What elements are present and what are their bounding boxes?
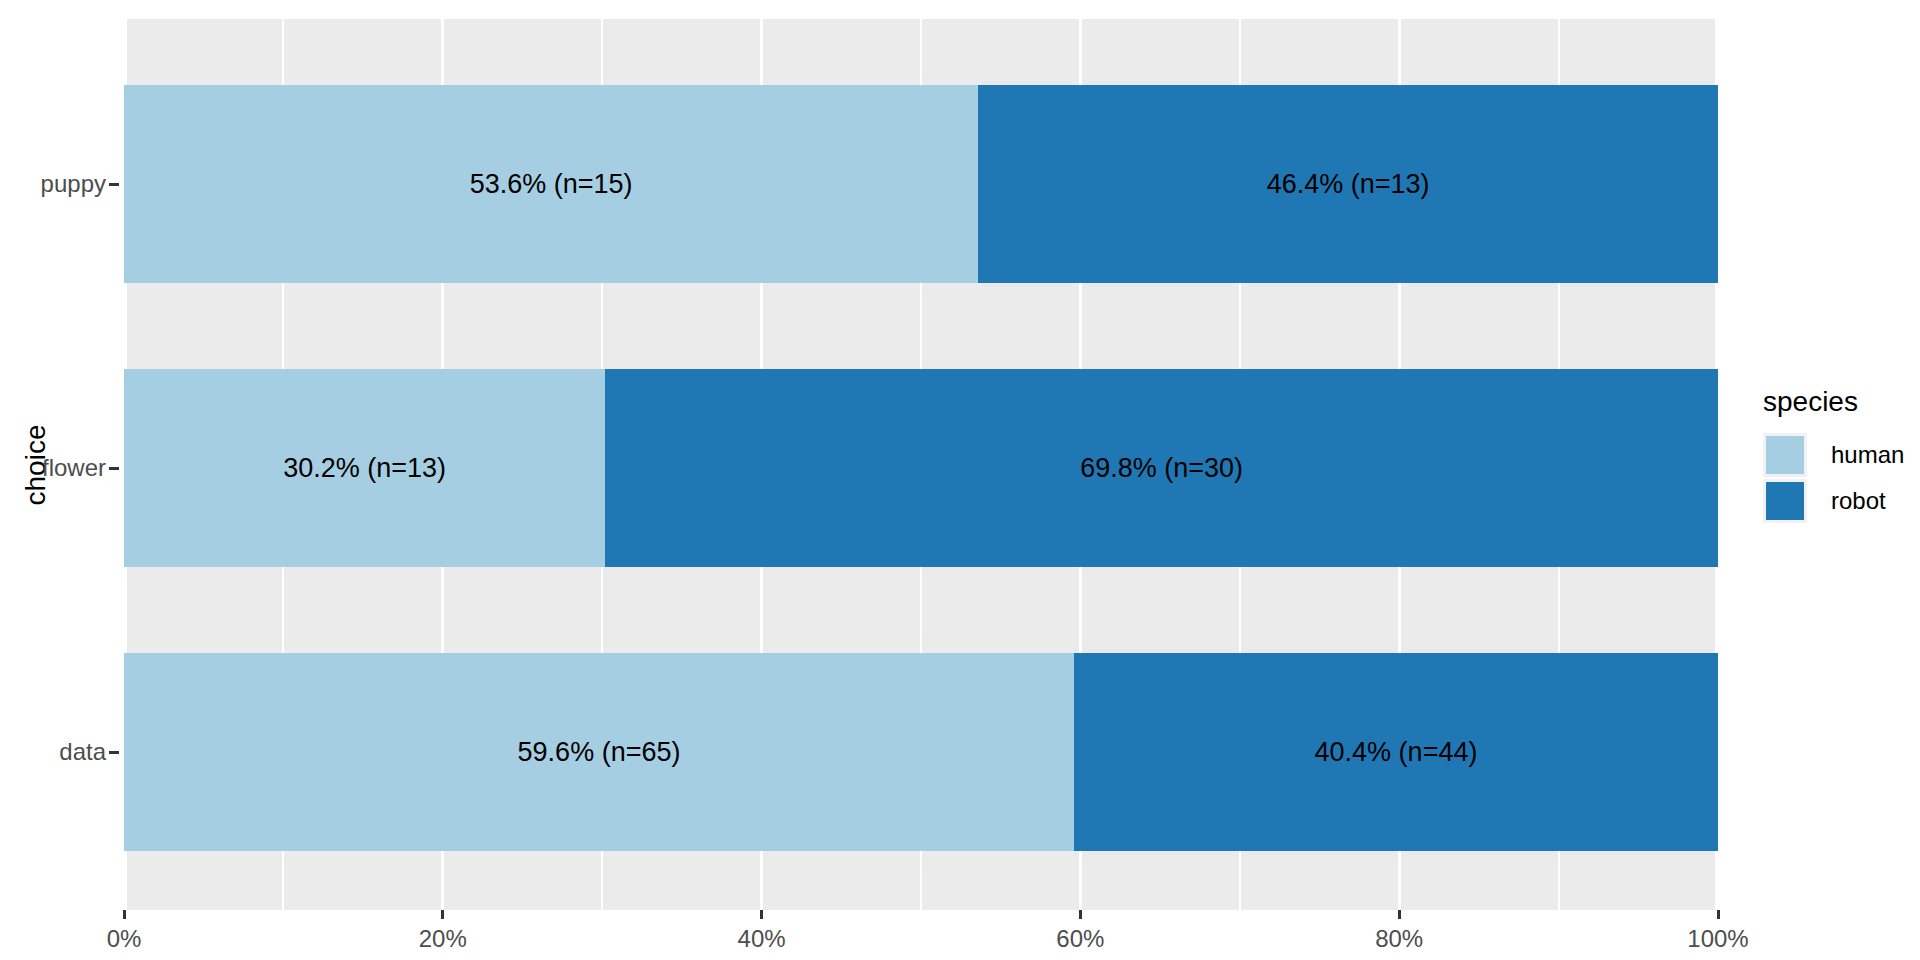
- x-axis-tick-mark: [1079, 910, 1082, 919]
- bar-label-data-human: 59.6% (n=65): [518, 739, 681, 766]
- bar-segment-puppy-robot: 46.4% (n=13): [978, 85, 1718, 283]
- y-axis-tick-mark: [109, 751, 119, 754]
- y-axis-label-flower: flower: [42, 456, 106, 480]
- y-axis-tick-mark: [109, 467, 119, 470]
- bar-row-data: 59.6% (n=65) 40.4% (n=44): [124, 653, 1718, 851]
- legend-swatch-human: [1763, 433, 1807, 477]
- x-axis-tick-label: 100%: [1687, 926, 1748, 952]
- bar-segment-flower-human: 30.2% (n=13): [124, 369, 605, 567]
- x-axis-tick-mark: [1717, 910, 1720, 919]
- bar-label-puppy-robot: 46.4% (n=13): [1267, 171, 1430, 198]
- bar-segment-flower-robot: 69.8% (n=30): [605, 369, 1718, 567]
- bar-label-flower-robot: 69.8% (n=30): [1080, 455, 1243, 482]
- x-axis-tick-label: 80%: [1375, 926, 1423, 952]
- bar-row-flower: 30.2% (n=13) 69.8% (n=30): [124, 369, 1718, 567]
- bar-segment-data-human: 59.6% (n=65): [124, 653, 1074, 851]
- x-axis-tick-label: 40%: [738, 926, 786, 952]
- x-axis-tick-mark: [441, 910, 444, 919]
- legend: species human robot: [1763, 388, 1904, 524]
- x-axis-tick-mark: [1398, 910, 1401, 919]
- bar-row-puppy: 53.6% (n=15) 46.4% (n=13): [124, 85, 1718, 283]
- bar-label-data-robot: 40.4% (n=44): [1315, 739, 1478, 766]
- bar-segment-data-robot: 40.4% (n=44): [1074, 653, 1718, 851]
- x-axis-tick-mark: [123, 910, 126, 919]
- legend-entry-robot: robot: [1763, 478, 1904, 524]
- x-axis-tick-label: 20%: [419, 926, 467, 952]
- bar-segment-puppy-human: 53.6% (n=15): [124, 85, 978, 283]
- bar-label-puppy-human: 53.6% (n=15): [470, 171, 633, 198]
- y-axis-tick-mark: [109, 183, 119, 186]
- y-axis-label-data: data: [59, 740, 106, 764]
- legend-entry-human: human: [1763, 432, 1904, 478]
- x-axis-tick-mark: [760, 910, 763, 919]
- x-axis-tick-label: 60%: [1056, 926, 1104, 952]
- y-axis-label-puppy: puppy: [41, 172, 106, 196]
- legend-label-human: human: [1831, 443, 1904, 467]
- bar-label-flower-human: 30.2% (n=13): [283, 455, 446, 482]
- legend-swatch-robot: [1763, 479, 1807, 523]
- legend-title: species: [1763, 388, 1904, 416]
- x-axis-tick-label: 0%: [107, 926, 142, 952]
- plot-panel: 53.6% (n=15) 46.4% (n=13) 30.2% (n=13) 69.8…: [124, 19, 1718, 910]
- legend-label-robot: robot: [1831, 489, 1886, 513]
